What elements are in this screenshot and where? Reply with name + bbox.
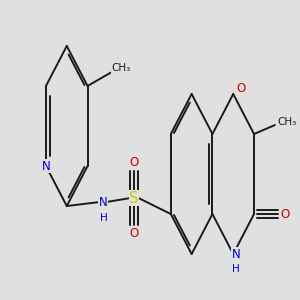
Text: H: H (232, 264, 240, 274)
Text: O: O (129, 156, 139, 169)
Text: H: H (100, 213, 108, 224)
Text: N: N (98, 196, 107, 208)
Text: N: N (42, 160, 50, 172)
Text: O: O (236, 82, 245, 94)
Text: O: O (129, 227, 139, 240)
Text: N: N (232, 248, 241, 260)
Text: S: S (129, 190, 139, 206)
Text: CH₃: CH₃ (277, 117, 296, 127)
Text: O: O (280, 208, 290, 220)
Text: CH₃: CH₃ (112, 63, 131, 73)
